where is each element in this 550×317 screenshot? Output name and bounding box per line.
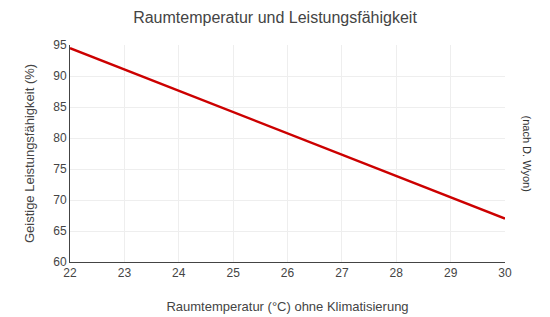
svg-text:65: 65 (53, 224, 67, 238)
svg-text:75: 75 (53, 162, 67, 176)
svg-text:Raumtemperatur und Leistungsfä: Raumtemperatur und Leistungsfähigkeit (133, 9, 417, 26)
svg-text:Raumtemperatur (°C) ohne Klima: Raumtemperatur (°C) ohne Klimatisierung (166, 299, 408, 314)
svg-text:29: 29 (444, 266, 458, 280)
svg-text:23: 23 (118, 266, 132, 280)
svg-text:(nach D. Wyon): (nach D. Wyon) (521, 116, 533, 192)
svg-text:Geistige Leistungsfähigkeit (%: Geistige Leistungsfähigkeit (%) (22, 64, 37, 243)
svg-text:70: 70 (53, 193, 67, 207)
svg-text:60: 60 (53, 255, 67, 269)
svg-text:24: 24 (172, 266, 186, 280)
svg-text:28: 28 (390, 266, 404, 280)
svg-text:25: 25 (226, 266, 240, 280)
svg-text:22: 22 (63, 266, 77, 280)
svg-text:27: 27 (335, 266, 349, 280)
svg-text:95: 95 (53, 38, 67, 52)
svg-text:30: 30 (498, 266, 512, 280)
svg-text:85: 85 (53, 100, 67, 114)
svg-text:26: 26 (281, 266, 295, 280)
svg-text:90: 90 (53, 69, 67, 83)
svg-text:80: 80 (53, 131, 67, 145)
